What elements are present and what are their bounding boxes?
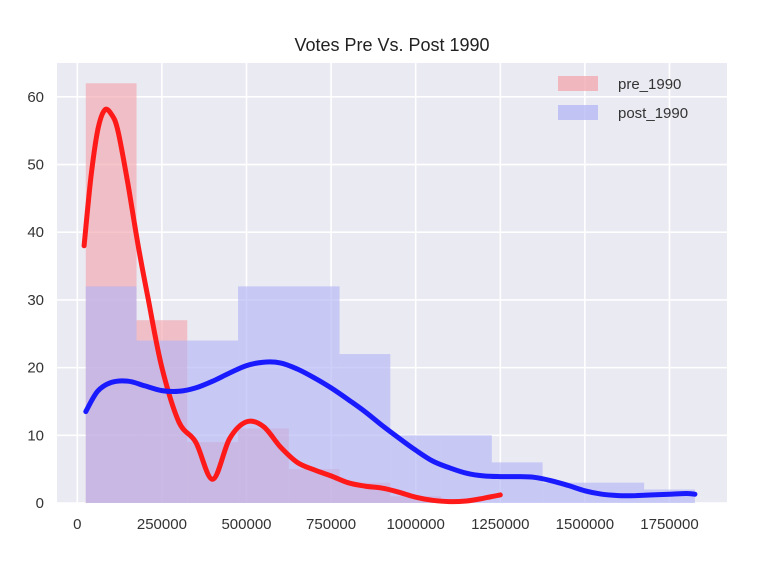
chart-title: Votes Pre Vs. Post 1990 bbox=[294, 35, 489, 55]
tick-labels: 0 250000 500000 750000 1000000 1250000 1500000… bbox=[27, 89, 698, 533]
x-tick-label: 1000000 bbox=[386, 516, 444, 533]
legend-swatch-pre_1990 bbox=[558, 76, 598, 91]
y-tick-label: 0 bbox=[36, 495, 44, 512]
x-tick-label: 0 bbox=[73, 516, 81, 533]
y-tick-label: 20 bbox=[27, 360, 44, 377]
histogram-bar-post_1990 bbox=[187, 340, 239, 503]
histogram-bar-post_1990 bbox=[339, 354, 391, 503]
kde-line-pre_1990 bbox=[81, 106, 503, 505]
histogram-bar-post_1990 bbox=[238, 286, 340, 503]
y-tick-label: 50 bbox=[27, 157, 44, 174]
y-tick-label: 30 bbox=[27, 292, 44, 309]
x-tick-label: 750000 bbox=[306, 516, 356, 533]
legend-label-post_1990: post_1990 bbox=[618, 105, 688, 122]
kde-lines bbox=[81, 106, 698, 505]
x-tick-label: 1250000 bbox=[471, 516, 529, 533]
x-tick-label: 500000 bbox=[221, 516, 271, 533]
y-tick-label: 40 bbox=[27, 224, 44, 241]
kde-line-post_1990 bbox=[83, 359, 698, 499]
y-tick-label: 60 bbox=[27, 89, 44, 106]
legend: pre_1990 post_1990 bbox=[558, 76, 688, 122]
x-tick-label: 250000 bbox=[137, 516, 187, 533]
x-tick-label: 1750000 bbox=[640, 516, 698, 533]
y-tick-label: 10 bbox=[27, 427, 44, 444]
legend-label-pre_1990: pre_1990 bbox=[618, 76, 681, 93]
legend-swatch-post_1990 bbox=[558, 105, 598, 120]
x-tick-label: 1500000 bbox=[556, 516, 614, 533]
